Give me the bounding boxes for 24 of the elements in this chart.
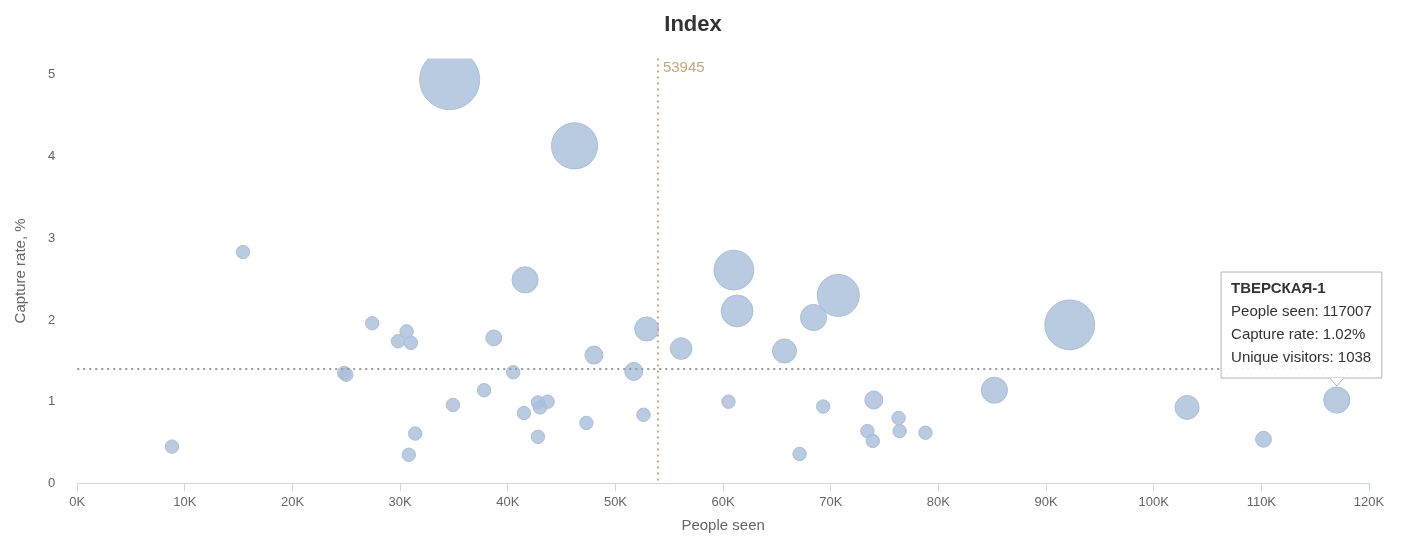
y-tick-label: 0 bbox=[48, 474, 56, 490]
x-tick-label: 90K bbox=[1034, 493, 1058, 509]
y-axis-title: Capture rate, % bbox=[11, 218, 29, 324]
x-tick-label: 80K bbox=[926, 493, 951, 509]
x-tick-label: 40K bbox=[496, 493, 520, 509]
annotation: ТВЕРСКАЯ-1 People seen: 117007 Capture rate: 1.02% Unique visitors: 1038 bbox=[1231, 278, 1372, 365]
x-tick-label: 60K bbox=[711, 493, 735, 509]
x-tick-label: 10K bbox=[173, 493, 197, 509]
y-tick-label: 5 bbox=[48, 66, 56, 82]
x-tick-label: 0K bbox=[69, 493, 86, 509]
y-tick-label: 4 bbox=[48, 148, 56, 164]
x-tick-label: 110K bbox=[1246, 493, 1277, 509]
x-tick-label: 30K bbox=[388, 493, 413, 509]
y-tick-label: 1 bbox=[48, 393, 56, 409]
chart-title: Index bbox=[664, 11, 723, 37]
x-tick-label: 100K bbox=[1138, 493, 1170, 509]
x-tick-label: 70K bbox=[819, 493, 843, 509]
x-axis-title: People seen bbox=[681, 516, 765, 534]
y-tick-label: 2 bbox=[48, 311, 56, 327]
x-tick-label: 120K bbox=[1353, 493, 1385, 509]
ref-line-label: 53945 bbox=[662, 58, 705, 76]
x-tick-label: 50K bbox=[603, 493, 628, 509]
x-tick-label: 20K bbox=[280, 493, 305, 509]
y-tick-label: 3 bbox=[48, 229, 56, 245]
